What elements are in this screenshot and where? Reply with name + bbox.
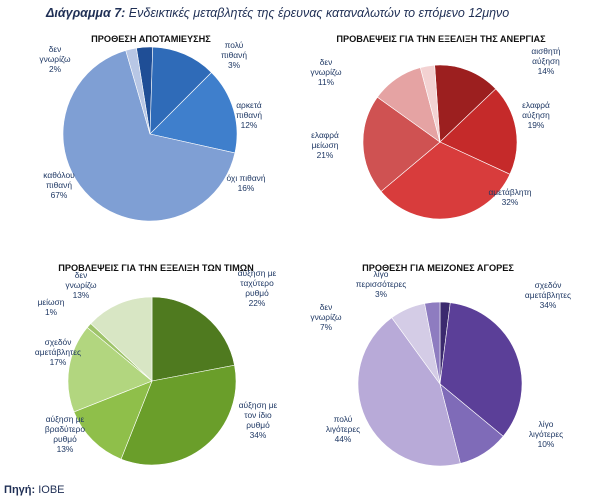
chart-title-savings: ΠΡΟΘΕΣΗ ΑΠΟΤΑΜΙΕΥΣΗΣ bbox=[91, 34, 211, 44]
pie-2-label-4: μείωση 1% bbox=[38, 297, 65, 317]
pie-2-slice-5 bbox=[90, 296, 153, 382]
pie-0-label-4: δεν γνωρίζω 2% bbox=[39, 44, 71, 74]
pie-1-label-4: δεν γνωρίζω 11% bbox=[310, 57, 342, 87]
pie-1-label-1: ελαφρά αύξηση 19% bbox=[522, 100, 550, 130]
pie-0-slice-4 bbox=[125, 47, 151, 135]
pie-1-label-3: ελαφρά μείωση 21% bbox=[311, 130, 339, 160]
pie-2-slice-1 bbox=[120, 364, 237, 466]
pie-0-label-0: πολύ πιθανή 3% bbox=[221, 40, 247, 70]
page-title: Διάγραμμα 7: Ενδεικτικές μεταβλητές της … bbox=[46, 6, 509, 20]
pie-0-slice-1 bbox=[149, 46, 212, 135]
pie-1-slice-1 bbox=[439, 88, 518, 175]
source-value: IOBE bbox=[35, 484, 65, 496]
pie-1-slice-5 bbox=[419, 64, 441, 143]
pie-1-label-2: αμετάβλητη 32% bbox=[488, 187, 531, 207]
pie-2-slice-0 bbox=[151, 296, 235, 382]
pie-0-slice-2 bbox=[149, 72, 238, 154]
pie-3-slice-5 bbox=[424, 301, 441, 385]
pie-1-slice-3 bbox=[362, 96, 441, 192]
chart-title-major-purchases: ΠΡΟΘΕΣΗ ΓΙΑ ΜΕΙΖΟΝΕΣ ΑΓΟΡΕΣ bbox=[362, 263, 514, 273]
pie-2-label-2: αύξηση με βραδύτερο ρυθμό 13% bbox=[45, 414, 85, 454]
pie-2-label-5: δεν γνωρίζω 13% bbox=[65, 270, 97, 300]
pie-3-slice-1 bbox=[439, 302, 523, 437]
pie-0-label-1: αρκετά πιθανή 12% bbox=[236, 100, 262, 130]
pie-2-label-0: αύξηση με ταχύτερο ρυθμό 22% bbox=[238, 268, 277, 308]
source-label: Πηγή: bbox=[4, 484, 36, 496]
chart-title-prices: ΠΡΟΒΛΕΨΕΙΣ ΓΙΑ ΤΗΝ ΕΞΕΛΙΞΗ ΤΩΝ ΤΙΜΩΝ bbox=[58, 263, 254, 273]
pie-2-label-3: σχεδόν αμετάβλητες 17% bbox=[35, 337, 81, 367]
pie-0-label-2: όχι πιθανή 16% bbox=[227, 173, 266, 193]
pie-1-slice-0 bbox=[434, 64, 497, 143]
page-title-rest: Ενδεικτικές μεταβλητές της έρευνας καταν… bbox=[125, 6, 510, 20]
pie-3-label-5: λίγο περισσότερες 3% bbox=[356, 269, 407, 299]
pie-3-slice-3 bbox=[357, 317, 461, 467]
page-title-lead: Διάγραμμα 7: bbox=[46, 6, 126, 20]
pie-2-slice-2 bbox=[73, 380, 153, 460]
pie-2-label-1: αύξηση με τον ίδιο ρυθμό 34% bbox=[239, 400, 278, 440]
chart-title-unemployment: ΠΡΟΒΛΕΨΕΙΣ ΓΙΑ ΤΗΝ ΕΞΕΛΙΞΗ ΤΗΣ ΑΝΕΡΓΙΑΣ bbox=[336, 34, 546, 44]
pie-0-slice-3 bbox=[62, 50, 236, 222]
source-note: Πηγή: IOBE bbox=[4, 484, 65, 496]
pie-3-label-4: δεν γνωρίζω 7% bbox=[310, 302, 342, 332]
pie-3-label-2: λίγο λιγότερες 10% bbox=[529, 419, 563, 449]
pie-3-label-3: πολύ λιγότερες 44% bbox=[326, 414, 360, 444]
pie-2-slice-3 bbox=[67, 327, 153, 413]
pie-1-slice-2 bbox=[380, 141, 511, 220]
pie-1-label-0: αισθητή αύξηση 14% bbox=[531, 46, 560, 76]
pie-0-label-3: καθόλου πιθανή 67% bbox=[43, 170, 75, 200]
pie-3-label-1: σχεδόν αμετάβλητες 34% bbox=[525, 280, 571, 310]
